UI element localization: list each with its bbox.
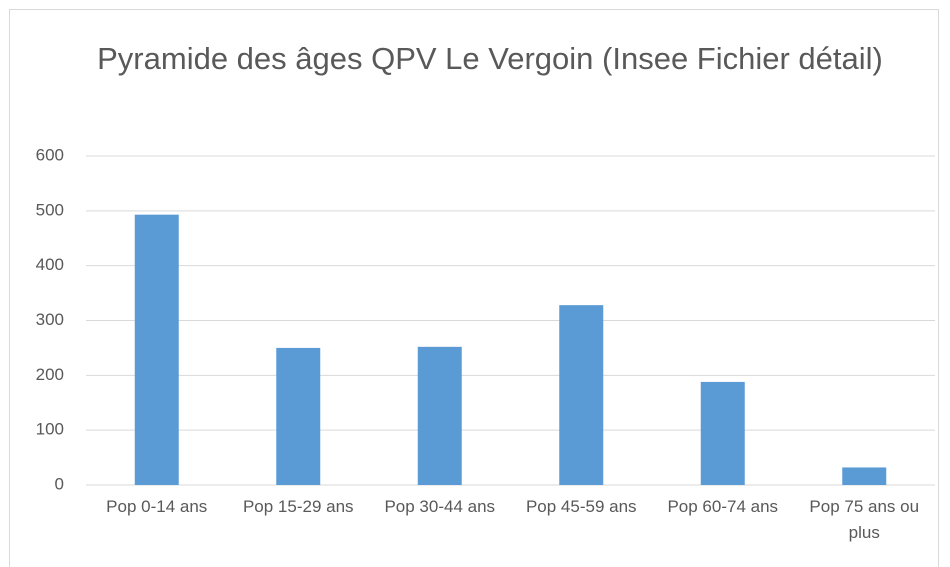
bar	[700, 381, 745, 485]
x-tick-label: Pop 75 ans ou plus	[809, 497, 920, 542]
bar	[134, 214, 179, 485]
bar	[842, 467, 887, 485]
y-tick-label: 600	[36, 145, 64, 164]
x-tick-label: Pop 60-74 ans	[667, 497, 779, 516]
y-tick-label: 300	[36, 310, 64, 329]
x-tick-label: Pop 0-14 ans	[106, 497, 208, 516]
chart-frame	[9, 9, 939, 567]
chart-title: Pyramide des âges QPV Le Vergoin (Insee …	[97, 41, 883, 76]
bar	[417, 346, 462, 485]
bar	[276, 347, 321, 485]
y-tick-label: 400	[36, 255, 64, 274]
x-tick-label: Pop 45-59 ans	[525, 497, 637, 516]
y-tick-label: 0	[55, 474, 64, 493]
bar	[559, 305, 604, 485]
x-tick-label: Pop 30-44 ans	[384, 497, 496, 516]
y-tick-label: 200	[36, 365, 64, 384]
y-tick-label: 500	[36, 200, 64, 219]
y-tick-label: 100	[36, 420, 64, 439]
x-tick-label: Pop 15-29 ans	[242, 497, 354, 516]
